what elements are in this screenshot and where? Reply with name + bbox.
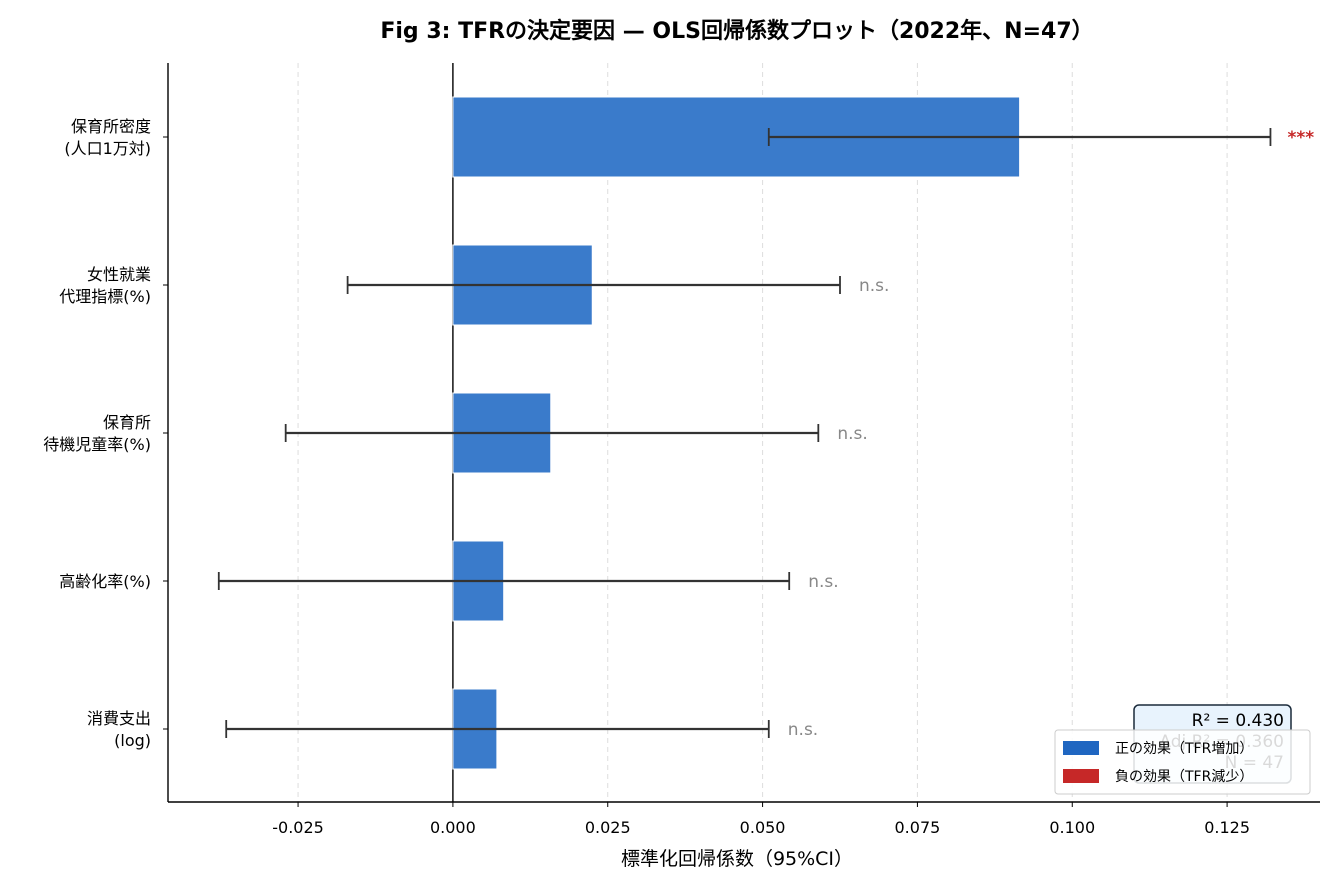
x-tick-label: 0.100 bbox=[1049, 818, 1095, 837]
chart-title: Fig 3: TFRの決定要因 — OLS回帰係数プロット（2022年、N=47… bbox=[380, 18, 1093, 44]
y-tick-label: (人口1万対) bbox=[64, 139, 151, 158]
legend-label: 正の効果（TFR増加） bbox=[1115, 741, 1253, 757]
y-tick-label: 待機児童率(%) bbox=[43, 435, 151, 454]
significance-label: n.s. bbox=[808, 572, 838, 592]
y-tick-label: 保育所 bbox=[103, 413, 151, 432]
significance-label: n.s. bbox=[837, 424, 867, 444]
significance-label: *** bbox=[1287, 128, 1314, 148]
y-tick-label: 女性就業 bbox=[87, 265, 151, 284]
y-tick-label: 高齢化率(%) bbox=[59, 572, 151, 591]
legend-swatch bbox=[1063, 769, 1099, 783]
legend-layer: R² = 0.430Adj R² = 0.360N = 47正の効果（TFR増加… bbox=[1054, 704, 1311, 795]
legend-box bbox=[1054, 729, 1311, 795]
x-tick-label: 0.000 bbox=[430, 818, 476, 837]
x-tick-label: 0.025 bbox=[585, 818, 631, 837]
significance-label: n.s. bbox=[859, 276, 889, 296]
legend-label: 負の効果（TFR減少） bbox=[1115, 768, 1253, 785]
x-tick-label: 0.075 bbox=[895, 818, 941, 837]
y-tick-label: (log) bbox=[114, 731, 151, 750]
x-tick-label: -0.025 bbox=[272, 818, 324, 837]
x-axis-label: 標準化回帰係数（95%CI） bbox=[621, 848, 853, 870]
x-tick-label: 0.125 bbox=[1204, 818, 1250, 837]
y-tick-label: 代理指標(%) bbox=[59, 287, 151, 306]
significance-label: n.s. bbox=[788, 720, 818, 740]
y-tick-label: 消費支出 bbox=[87, 709, 151, 728]
x-tick-label: 0.050 bbox=[740, 818, 786, 837]
legend-swatch bbox=[1063, 741, 1099, 755]
stats-line: R² = 0.430 bbox=[1192, 711, 1284, 731]
y-tick-label: 保育所密度 bbox=[71, 117, 151, 136]
bar-layer: *** n.s. n.s. n.s. n.s. bbox=[217, 96, 1314, 770]
